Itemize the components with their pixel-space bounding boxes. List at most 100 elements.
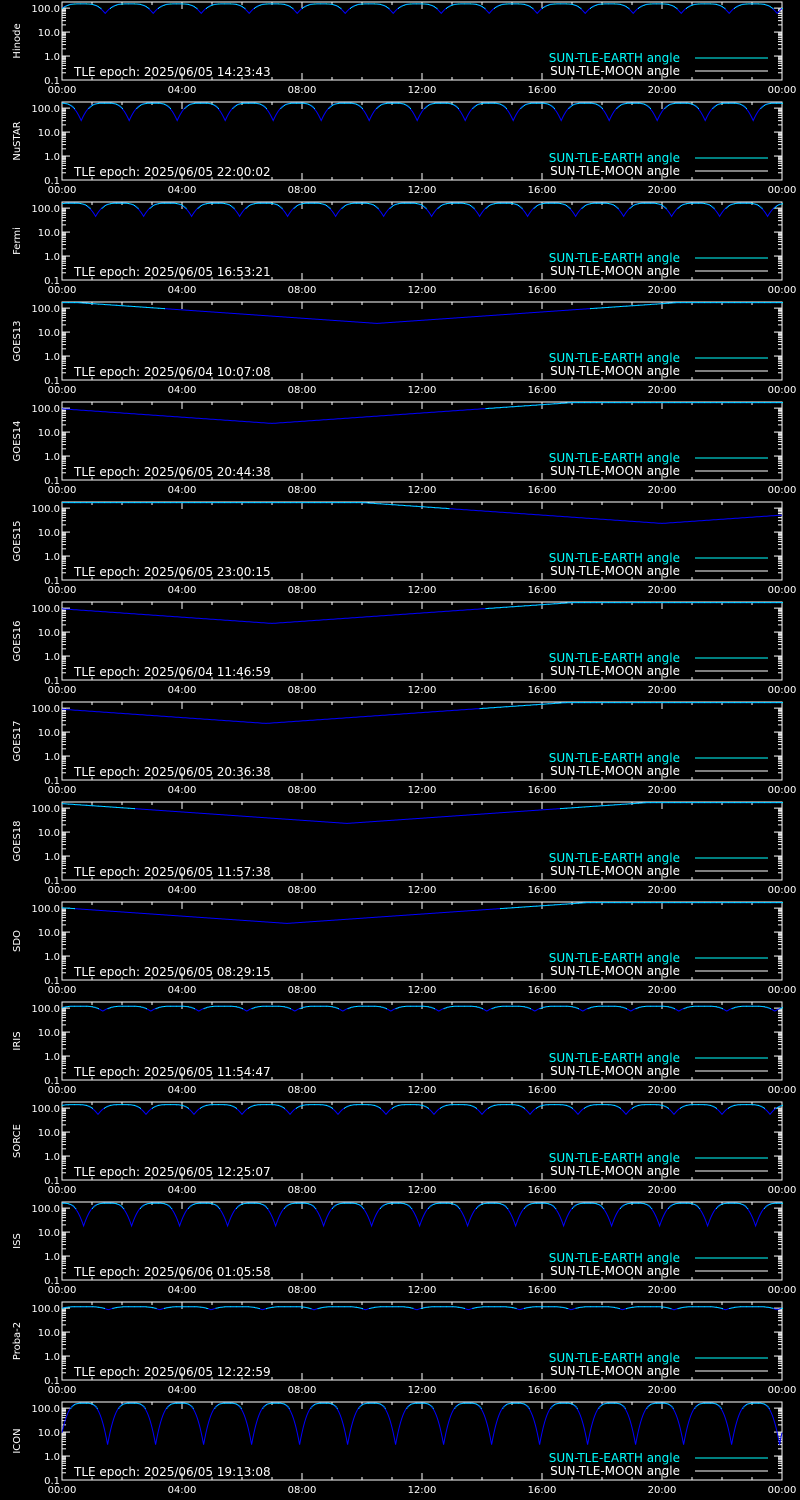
y-tick-label: 0.1 xyxy=(44,1076,60,1087)
y-ticks xyxy=(62,7,782,81)
chart-panel-fermi: 100.010.01.00.100:00 04:00 08:00 12:00 16:00… xyxy=(12,201,796,296)
x-tick-label: 20:00 xyxy=(648,1285,677,1296)
tle-epoch-label: TLE epoch: 2025/06/05 08:29:15 xyxy=(73,965,271,979)
y-ticks xyxy=(62,107,782,181)
y-tick-label: 10.0 xyxy=(38,828,60,839)
satellite-label: Hinode xyxy=(12,23,23,58)
x-ticks xyxy=(61,302,783,380)
x-tick-label: 12:00 xyxy=(408,1285,437,1296)
sun-earth-angle-highlight xyxy=(62,3,783,9)
legend-earth-label: SUN-TLE-EARTH angle xyxy=(549,251,680,265)
x-tick-label: 08:00 xyxy=(288,1085,317,1096)
y-tick-label: 10.0 xyxy=(38,128,60,139)
sun-earth-angle-highlight xyxy=(485,602,783,610)
chart-panel-goes16: 100.010.01.00.100:00 04:00 08:00 12:00 16:00… xyxy=(12,601,796,696)
x-tick-label: 04:00 xyxy=(168,1085,197,1096)
x-tick-label: 00:00 xyxy=(48,385,77,396)
sun-earth-angle-highlight xyxy=(62,1104,783,1109)
y-tick-label: 10.0 xyxy=(38,1428,60,1439)
y-tick-label: 0.1 xyxy=(44,76,60,87)
y-tick-label: 0.1 xyxy=(44,676,60,687)
tle-epoch-label: TLE epoch: 2025/06/05 14:23:43 xyxy=(73,65,271,79)
x-tick-label: 00:00 xyxy=(48,685,77,696)
x-tick-label: 08:00 xyxy=(288,985,317,996)
x-tick-label: 00:00 xyxy=(48,85,77,96)
x-tick-label: 20:00 xyxy=(648,1485,677,1496)
x-tick-label: 20:00 xyxy=(648,885,677,896)
x-tick-label: 20:00 xyxy=(648,485,677,496)
chart-panel-hinode: 100.010.01.00.100:00 04:00 08:00 12:00 16:00… xyxy=(12,1,796,96)
y-tick-label: 10.0 xyxy=(38,328,60,339)
x-tick-label: 12:00 xyxy=(408,1385,437,1396)
x-tick-label: 08:00 xyxy=(288,385,317,396)
x-tick-label: 16:00 xyxy=(528,185,557,196)
y-tick-label: 0.1 xyxy=(44,176,60,187)
y-ticks xyxy=(62,607,782,681)
satellite-label: GOES16 xyxy=(12,620,23,661)
x-ticks xyxy=(61,402,783,480)
x-tick-label: 16:00 xyxy=(528,285,557,296)
satellite-label: Fermi xyxy=(12,227,23,255)
y-tick-label: 10.0 xyxy=(38,1028,60,1039)
y-ticks xyxy=(62,907,782,981)
y-tick-label: 1.0 xyxy=(44,752,60,763)
x-tick-label: 00:00 xyxy=(48,1185,77,1196)
tle-epoch-label: TLE epoch: 2025/06/05 23:00:15 xyxy=(73,565,271,579)
x-tick-label: 12:00 xyxy=(408,885,437,896)
x-tick-label: 00:00 xyxy=(768,1085,797,1096)
legend-earth-label: SUN-TLE-EARTH angle xyxy=(549,51,680,65)
x-tick-label: 08:00 xyxy=(288,1385,317,1396)
x-tick-label: 16:00 xyxy=(528,985,557,996)
legend-moon-label: SUN-TLE-MOON angle xyxy=(550,864,680,878)
tle-epoch-label: TLE epoch: 2025/06/05 19:13:08 xyxy=(73,1465,271,1479)
x-tick-label: 16:00 xyxy=(528,1485,557,1496)
x-tick-label: 20:00 xyxy=(648,985,677,996)
satellite-label: GOES14 xyxy=(12,420,23,461)
x-tick-label: 00:00 xyxy=(48,485,77,496)
x-tick-label: 08:00 xyxy=(288,785,317,796)
x-tick-label: 04:00 xyxy=(168,185,197,196)
y-tick-label: 10.0 xyxy=(38,1228,60,1239)
y-tick-label: 100.0 xyxy=(31,204,60,215)
legend-moon-label: SUN-TLE-MOON angle xyxy=(550,1064,680,1078)
legend-moon-label: SUN-TLE-MOON angle xyxy=(550,264,680,278)
satellite-label: ISS xyxy=(12,1233,23,1249)
x-tick-label: 20:00 xyxy=(648,785,677,796)
satellite-label: GOES13 xyxy=(12,320,23,361)
x-tick-label: 08:00 xyxy=(288,885,317,896)
legend-earth-label: SUN-TLE-EARTH angle xyxy=(549,551,680,565)
y-ticks xyxy=(62,407,782,481)
x-ticks xyxy=(61,802,783,880)
y-tick-label: 0.1 xyxy=(44,376,60,387)
y-tick-label: 1.0 xyxy=(44,1152,60,1163)
x-tick-label: 20:00 xyxy=(648,1185,677,1196)
y-tick-label: 0.1 xyxy=(44,1476,60,1487)
sun-earth-angle-highlight xyxy=(479,702,783,710)
x-tick-label: 00:00 xyxy=(768,885,797,896)
x-tick-label: 16:00 xyxy=(528,1085,557,1096)
chart-panel-sdo: 100.010.01.00.100:00 04:00 08:00 12:00 16:00… xyxy=(12,901,796,996)
y-tick-label: 1.0 xyxy=(44,652,60,663)
x-tick-label: 00:00 xyxy=(48,285,77,296)
x-tick-label: 20:00 xyxy=(648,285,677,296)
y-tick-label: 0.1 xyxy=(44,1276,60,1287)
x-tick-label: 20:00 xyxy=(648,685,677,696)
x-tick-label: 04:00 xyxy=(168,285,197,296)
legend-moon-label: SUN-TLE-MOON angle xyxy=(550,464,680,478)
y-tick-label: 1.0 xyxy=(44,152,60,163)
x-tick-label: 08:00 xyxy=(288,85,317,96)
y-tick-label: 10.0 xyxy=(38,228,60,239)
y-tick-label: 100.0 xyxy=(31,1404,60,1415)
sun-earth-angle-highlight xyxy=(62,1306,783,1310)
x-tick-label: 08:00 xyxy=(288,1285,317,1296)
x-tick-label: 04:00 xyxy=(168,885,197,896)
satellite-label: GOES18 xyxy=(12,820,23,861)
y-tick-label: 100.0 xyxy=(31,1304,60,1315)
satellite-label: SORCE xyxy=(12,1124,23,1158)
